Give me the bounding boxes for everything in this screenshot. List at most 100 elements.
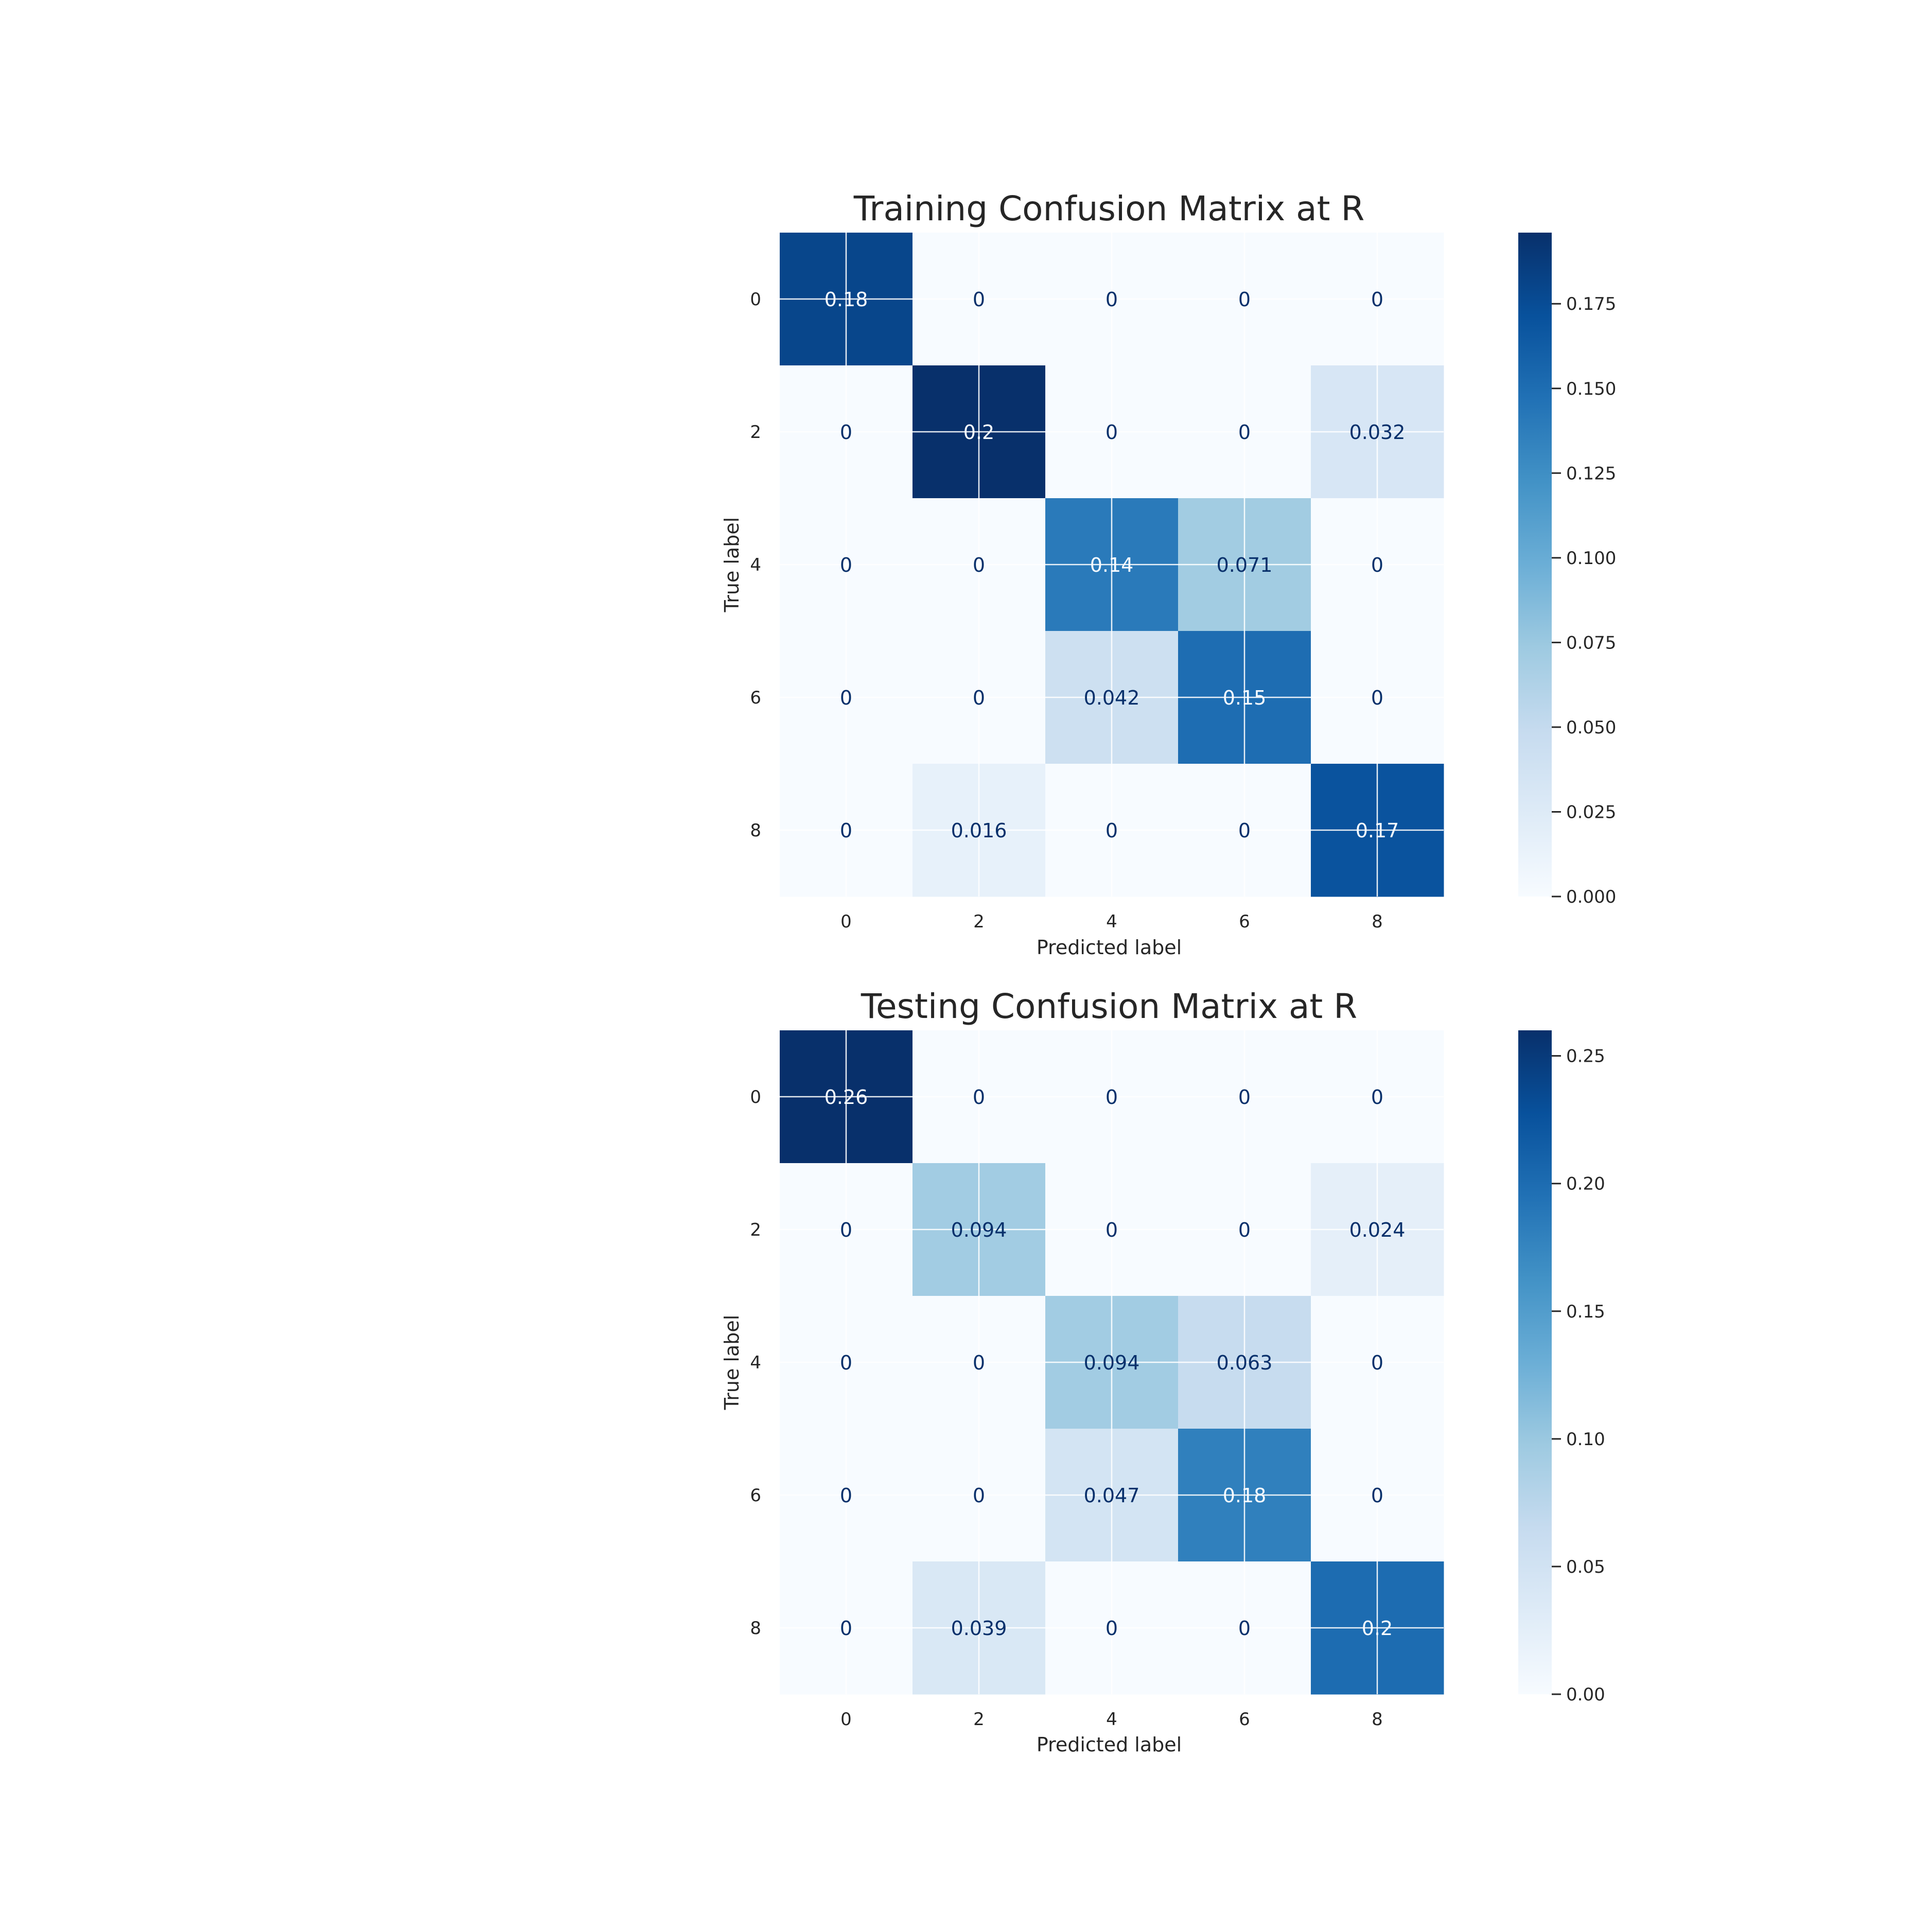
cell-value-label: 0 bbox=[1238, 1219, 1251, 1241]
y-tick-label: 4 bbox=[750, 1353, 761, 1373]
x-tick-labels: 0 2 4 6 8 bbox=[840, 911, 1383, 932]
testing-confusion-matrix: Testing Confusion Matrix at R 0.26 0 0 0 00 0… bbox=[721, 987, 1605, 1756]
colorbar-tick-label: 0.075 bbox=[1566, 633, 1616, 653]
cell-value-label: 0.063 bbox=[1217, 1351, 1273, 1374]
cell-value-label: 0 bbox=[840, 1617, 852, 1640]
cell-value-label: 0.26 bbox=[824, 1086, 868, 1109]
cell-value-label: 0 bbox=[1238, 288, 1251, 311]
cell-value-label: 0 bbox=[1371, 687, 1383, 709]
cell-value-label: 0 bbox=[1371, 554, 1383, 576]
colorbar-ticks: 0.000 0.025 0.050 0.075 0.100 0.125 0.150 0.175 bbox=[1552, 294, 1616, 907]
training-confusion-matrix: Training Confusion Matrix at R 0.18 0 0 0 00… bbox=[721, 189, 1616, 959]
cell-labels: 0.18 0 0 0 0 0 0.2 0 0 0.032 0 0 0.14 0.071 0 0 0 0.042 0.… bbox=[824, 288, 1406, 842]
cell-value-label: 0 bbox=[840, 687, 852, 709]
cell-value-label: 0 bbox=[1106, 421, 1118, 444]
colorbar-ticks: 0.00 0.05 0.10 0.15 0.20 0.25 bbox=[1552, 1046, 1605, 1705]
x-tick-label: 2 bbox=[973, 911, 985, 932]
colorbar-tick-label: 0.050 bbox=[1566, 717, 1616, 738]
cell-value-label: 0.2 bbox=[963, 421, 994, 444]
y-tick-label: 8 bbox=[750, 820, 761, 841]
cell-value-label: 0 bbox=[1106, 1617, 1118, 1640]
y-tick-label: 6 bbox=[750, 688, 761, 708]
cell-labels: 0.26 0 0 0 0 0 0.094 0 0 0.024 0 0 0.094 0.063 0 0 0 0.04… bbox=[824, 1086, 1406, 1640]
cell-value-label: 0.094 bbox=[1084, 1351, 1140, 1374]
x-axis-label: Predicted label bbox=[1037, 936, 1182, 959]
cell-value-label: 0 bbox=[1371, 288, 1383, 311]
cell-value-label: 0 bbox=[1238, 1086, 1251, 1109]
x-tick-label: 6 bbox=[1239, 911, 1250, 932]
x-tick-label: 4 bbox=[1106, 911, 1117, 932]
cell-value-label: 0.15 bbox=[1223, 687, 1267, 709]
y-tick-label: 4 bbox=[750, 555, 761, 575]
cell-value-label: 0 bbox=[1106, 1086, 1118, 1109]
cell-value-label: 0 bbox=[840, 1484, 852, 1507]
y-tick-label: 2 bbox=[750, 1220, 761, 1240]
x-tick-label: 0 bbox=[840, 1709, 852, 1730]
cell-value-label: 0.18 bbox=[1223, 1484, 1267, 1507]
cell-value-label: 0 bbox=[1106, 288, 1118, 311]
cell-value-label: 0 bbox=[1238, 819, 1251, 842]
cell-value-label: 0 bbox=[1238, 1617, 1251, 1640]
colorbar-tick-label: 0.15 bbox=[1566, 1302, 1605, 1322]
y-axis-label: True label bbox=[721, 1315, 743, 1411]
cell-value-label: 0.2 bbox=[1362, 1617, 1393, 1640]
colorbar-tick-label: 0.025 bbox=[1566, 802, 1616, 822]
colorbar-tick-label: 0.25 bbox=[1566, 1046, 1605, 1067]
cell-value-label: 0.032 bbox=[1349, 421, 1406, 444]
colorbar bbox=[1518, 233, 1552, 897]
cell-value-label: 0 bbox=[973, 1484, 985, 1507]
cell-value-label: 0 bbox=[840, 1219, 852, 1241]
cell-value-label: 0 bbox=[1106, 819, 1118, 842]
cell-value-label: 0 bbox=[973, 288, 985, 311]
x-tick-label: 6 bbox=[1239, 1709, 1250, 1730]
cell-value-label: 0.016 bbox=[951, 819, 1007, 842]
y-tick-labels: 0 2 4 6 8 bbox=[750, 1087, 761, 1639]
x-tick-label: 0 bbox=[840, 911, 852, 932]
cell-value-label: 0.024 bbox=[1349, 1219, 1406, 1241]
chart-title: Training Confusion Matrix at R bbox=[853, 189, 1365, 229]
y-tick-label: 8 bbox=[750, 1618, 761, 1639]
x-tick-label: 8 bbox=[1372, 1709, 1383, 1730]
cell-value-label: 0 bbox=[1371, 1351, 1383, 1374]
cell-value-label: 0.14 bbox=[1090, 554, 1134, 576]
grid-lines bbox=[780, 233, 1444, 897]
y-tick-label: 2 bbox=[750, 422, 761, 443]
colorbar-tick-label: 0.00 bbox=[1566, 1684, 1605, 1705]
cell-value-label: 0 bbox=[840, 421, 852, 444]
chart-title: Testing Confusion Matrix at R bbox=[861, 987, 1357, 1026]
cell-value-label: 0 bbox=[973, 1351, 985, 1374]
x-axis-label: Predicted label bbox=[1037, 1733, 1182, 1756]
cell-value-label: 0 bbox=[1371, 1086, 1383, 1109]
y-tick-label: 0 bbox=[750, 1087, 761, 1108]
cell-value-label: 0 bbox=[840, 819, 852, 842]
cell-value-label: 0.094 bbox=[951, 1219, 1007, 1241]
cell-value-label: 0 bbox=[973, 687, 985, 709]
cell-value-label: 0 bbox=[973, 554, 985, 576]
colorbar bbox=[1518, 1030, 1552, 1694]
y-axis-label: True label bbox=[721, 517, 743, 613]
x-tick-label: 4 bbox=[1106, 1709, 1117, 1730]
colorbar-tick-label: 0.100 bbox=[1566, 548, 1616, 569]
colorbar-tick-label: 0.05 bbox=[1566, 1557, 1605, 1577]
cell-value-label: 0.17 bbox=[1356, 819, 1399, 842]
cell-value-label: 0 bbox=[973, 1086, 985, 1109]
cell-value-label: 0.047 bbox=[1084, 1484, 1140, 1507]
cell-value-label: 0 bbox=[840, 1351, 852, 1374]
cell-value-label: 0 bbox=[1371, 1484, 1383, 1507]
grid-lines bbox=[780, 1030, 1444, 1694]
y-tick-label: 6 bbox=[750, 1485, 761, 1506]
colorbar-tick-label: 0.10 bbox=[1566, 1429, 1605, 1450]
cell-value-label: 0.039 bbox=[951, 1617, 1007, 1640]
colorbar-tick-label: 0.20 bbox=[1566, 1174, 1605, 1195]
cell-value-label: 0 bbox=[840, 554, 852, 576]
colorbar-tick-label: 0.000 bbox=[1566, 887, 1616, 907]
x-tick-label: 8 bbox=[1372, 911, 1383, 932]
x-tick-labels: 0 2 4 6 8 bbox=[840, 1709, 1383, 1730]
cell-value-label: 0 bbox=[1106, 1219, 1118, 1241]
x-tick-label: 2 bbox=[973, 1709, 985, 1730]
cell-value-label: 0.042 bbox=[1084, 687, 1140, 709]
cell-value-label: 0 bbox=[1238, 421, 1251, 444]
colorbar-tick-label: 0.150 bbox=[1566, 379, 1616, 399]
